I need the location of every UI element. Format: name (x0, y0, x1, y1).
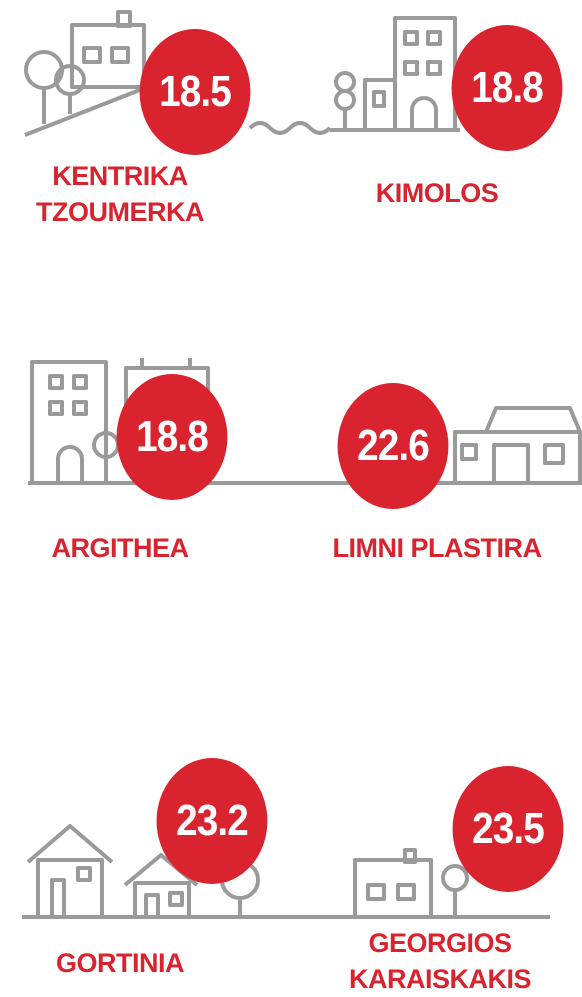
infographic: 18.5KENTRIKA TZOUMERKA 18.8 KIMOLOS 18.8 ARG… (0, 0, 582, 997)
place-label: GEORGIOS KARAISKAKIS (340, 925, 540, 997)
value-badge: 23.5 (453, 766, 564, 892)
page-body: 18.5KENTRIKA TZOUMERKA 18.8 KIMOLOS 18.8 ARG… (0, 0, 582, 997)
place-label: KIMOLOS (317, 175, 557, 211)
value-badge: 22.6 (338, 383, 449, 509)
value-badge: 18.5 (140, 29, 251, 155)
place-label: GORTINIA (0, 945, 240, 981)
value-badge: 18.8 (452, 25, 563, 151)
place-label: KENTRIKA TZOUMERKA (25, 158, 215, 230)
place-label: LIMNI PLASTIRA (307, 530, 567, 566)
value-badge: 18.8 (117, 374, 228, 500)
place-label: ARGITHEA (0, 530, 240, 566)
value-badge: 23.2 (157, 758, 268, 884)
